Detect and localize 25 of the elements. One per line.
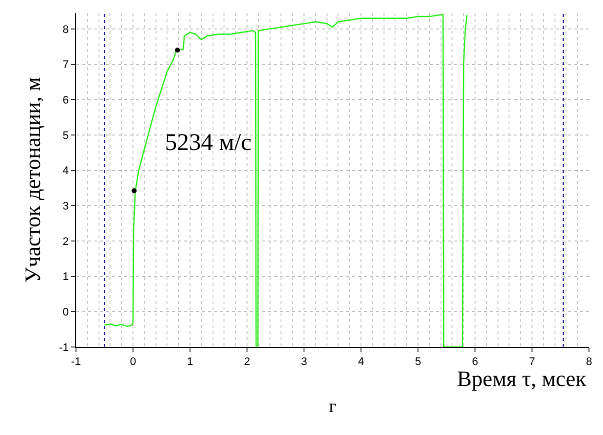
- y-tick-label: 2: [62, 236, 69, 248]
- annotation: 5234 м/с: [165, 130, 252, 156]
- x-tick-label: 0: [130, 356, 136, 368]
- x-tick-label: 8: [586, 356, 592, 368]
- x-tick-label: 7: [528, 356, 536, 368]
- y-tick-label: 6: [62, 94, 69, 106]
- x-tick-label: -1: [71, 356, 81, 368]
- y-tick-label: 3: [62, 200, 69, 212]
- x-tick-label: 1: [186, 356, 194, 368]
- y-tick-label: -1: [59, 342, 69, 354]
- y-tick-label: 7: [62, 59, 69, 72]
- text: г: [329, 396, 336, 416]
- y-axis-title: Участок детонации, м: [20, 77, 45, 283]
- x-axis-title: Время τ, мсек: [457, 366, 587, 391]
- x-tick-label: 3: [300, 356, 308, 368]
- y-tick-label: 1: [62, 271, 69, 284]
- y-tick-label: 4: [62, 165, 69, 178]
- y-tick-label: 0: [62, 306, 69, 319]
- x-tick-label: 5: [414, 356, 422, 368]
- x-tick-label: 4: [358, 356, 364, 368]
- line-series: [104, 14, 468, 347]
- x-tick-label: 6: [472, 356, 478, 368]
- y-tick-label: 5: [62, 130, 69, 142]
- y-tick-label: 8: [62, 24, 69, 36]
- x-tick-label: 2: [244, 356, 250, 368]
